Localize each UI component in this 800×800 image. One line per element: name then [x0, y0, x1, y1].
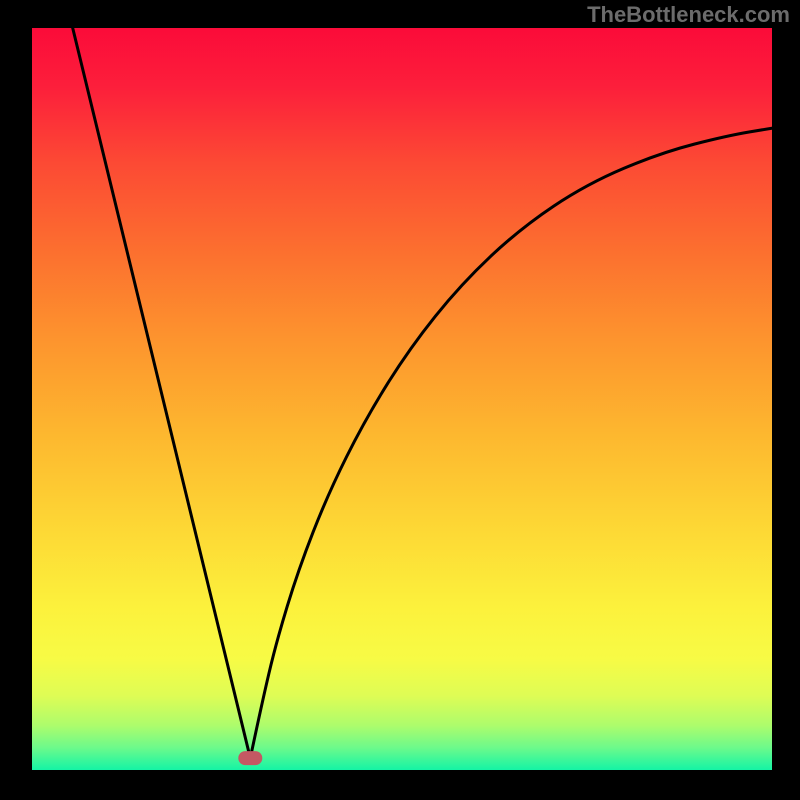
watermark-text: TheBottleneck.com — [587, 2, 790, 28]
curve-layer — [32, 28, 772, 770]
optimal-point-marker — [238, 751, 262, 765]
plot-area — [32, 28, 772, 770]
bottleneck-curve — [73, 28, 772, 758]
